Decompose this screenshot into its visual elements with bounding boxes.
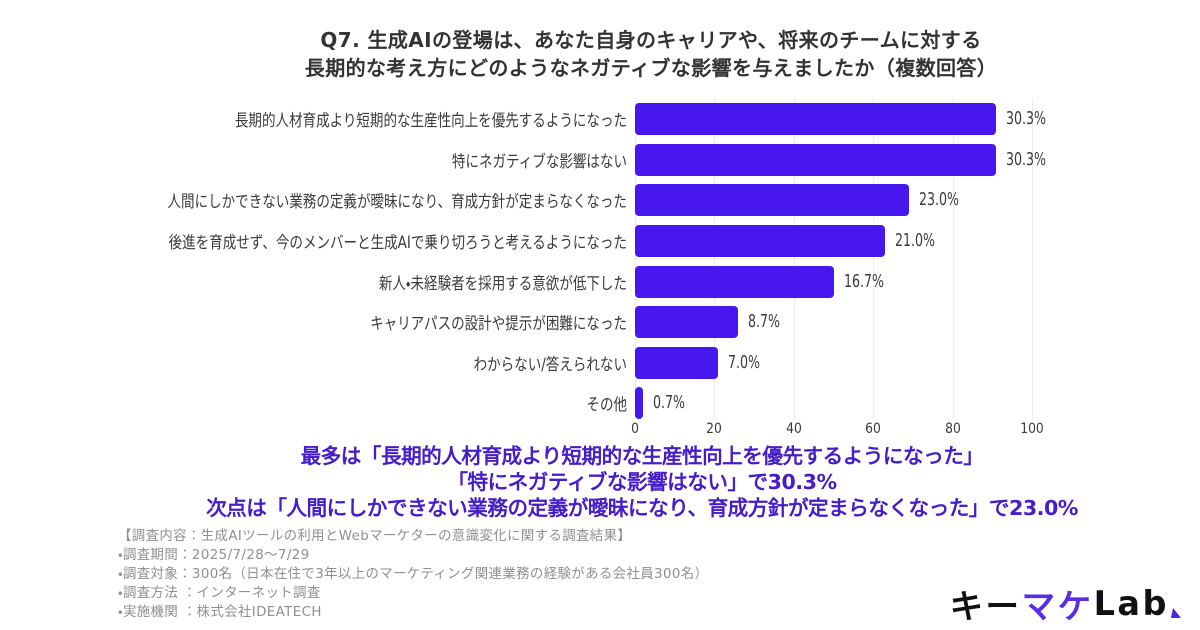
summary-line-3: 次点は「人間にしかできない業務の定義が曖昧になり、育成方針が定まらなくなった」で…: [206, 496, 1078, 520]
tick-label-80: 80: [944, 421, 961, 437]
tick-label-40: 40: [785, 421, 802, 437]
bar: [635, 143, 997, 176]
category-label: 後進を育成せず、今のメンバーと生成AIで乗り切ろうと考えるようになった: [168, 232, 627, 252]
bar-row-8: その他 0.7%: [0, 383, 1200, 423]
bar-row-2: 特にネガティブな影響はない 30.3%: [0, 140, 1200, 180]
summary-line-1: 最多は「長期的人材育成より短期的な生産性向上を優先するようになった」: [300, 444, 984, 468]
tick-label-0: 0: [631, 421, 639, 437]
survey-notes: 【調査内容：生成AIツールの利用とWebマーケターの意識変化に関する調査結果】 …: [118, 527, 708, 622]
bar-row-5: 新人・未経験者を採用する意欲が低下した 16.7%: [0, 262, 1200, 302]
summary-line-2: 「特にネガティブな影響はない」で30.3%: [447, 470, 837, 494]
title-line-2: 長期的な考え方にどのようなネガティブな影響を与えましたか（複数回答）: [304, 56, 998, 80]
survey-note-organization: ・実施機関 ：株式会社IDEATECH: [118, 605, 322, 620]
category-label: 特にネガティブな影響はない: [451, 151, 627, 171]
category-label: 人間にしかできない業務の定義が曖昧になり、育成方針が定まらなくなった: [167, 192, 627, 212]
summary-highlight-text: 最多は「長期的人材育成より短期的な生産性向上を優先するようになった」 「特にネガ…: [0, 443, 1200, 521]
value-label: 0.7%: [652, 393, 685, 414]
logo-comma-mark: [1171, 607, 1181, 618]
bar: [635, 306, 739, 339]
value-label: 16.7%: [843, 271, 884, 292]
category-label: 新人・未経験者を採用する意欲が低下した: [378, 273, 627, 293]
logo-text-lab: Lab: [1093, 583, 1169, 623]
gridline-60: [873, 98, 875, 419]
value-label: 23.0%: [918, 190, 959, 211]
value-label: 21.0%: [895, 230, 936, 251]
category-label: キャリアパスの設計や提示が困難になった: [370, 314, 627, 334]
gridline-0: [635, 98, 636, 419]
bar-row-6: キャリアパスの設計や提示が困難になった 8.7%: [0, 302, 1200, 342]
gridline-80: [952, 98, 954, 419]
bar-row-3: 人間にしかできない業務の定義が曖昧になり、育成方針が定まらなくなった 23.0%: [0, 180, 1200, 220]
gridline-20: [714, 98, 716, 419]
category-label: 長期的人材育成より短期的な生産性向上を優先するようになった: [234, 111, 627, 130]
survey-note-method: ・調査方法 ：インターネット調査: [118, 586, 321, 601]
bar: [635, 103, 997, 135]
gridline-100: [1032, 98, 1033, 419]
tick-label-20: 20: [706, 421, 723, 437]
value-label: 8.7%: [748, 312, 781, 333]
bar: [635, 224, 886, 257]
category-label: わからない/答えられない: [473, 354, 627, 374]
bar: [635, 184, 909, 217]
logo-text-make: マケ: [1021, 586, 1094, 626]
value-label: 30.3%: [1006, 149, 1047, 170]
value-label: 30.3%: [1006, 109, 1047, 129]
title-line-1: Q7. 生成AIの登場は、あなた自身のキャリアや、将来のチームに対する: [320, 28, 982, 52]
survey-note-content: 【調査内容：生成AIツールの利用とWebマーケターの意識変化に関する調査結果】: [118, 529, 632, 544]
bar: [635, 387, 643, 420]
tick-label-100: 100: [1020, 421, 1044, 437]
gridline-40: [793, 98, 795, 419]
category-label: その他: [586, 395, 627, 415]
bar-row-1: 長期的人材育成より短期的な生産性向上を優先するようになった 30.3%: [0, 99, 1200, 139]
value-label: 7.0%: [728, 352, 761, 373]
bar: [635, 265, 834, 298]
chart-question-title: Q7. 生成AIの登場は、あなた自身のキャリアや、将来のチームに対する 長期的な…: [99, 26, 1200, 82]
logo-text-kii: キー: [949, 586, 1022, 626]
bar: [635, 346, 719, 379]
survey-note-subjects: ・調査対象：300名（日本在住で3年以上のマーケティング関連業務の経験がある会社…: [118, 567, 709, 582]
tick-label-60: 60: [865, 421, 882, 437]
bar-row-7: わからない/答えられない 7.0%: [0, 343, 1200, 383]
bar-row-4: 後進を育成せず、今のメンバーと生成AIで乗り切ろうと考えるようになった 21.0%: [0, 221, 1200, 261]
survey-note-period: ・調査期間：2025/7/28〜7/29: [118, 548, 310, 563]
kiimake-lab-logo: キー マケ Lab: [950, 583, 1181, 626]
